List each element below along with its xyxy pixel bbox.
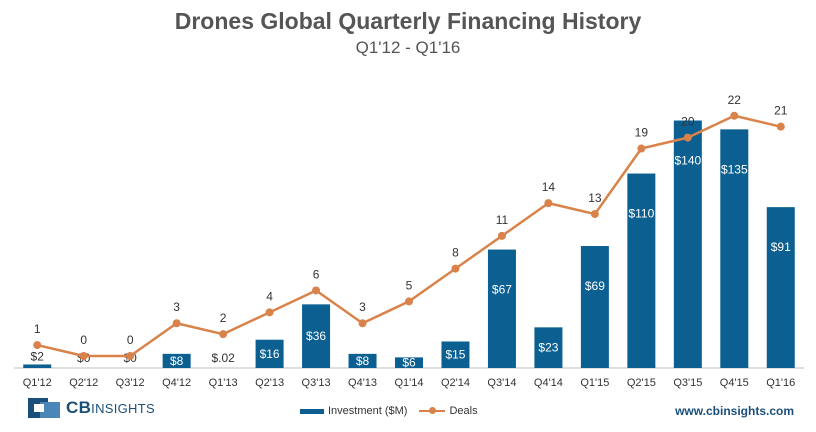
bar-value-label: $91 xyxy=(771,240,791,254)
bar-investment xyxy=(441,341,470,368)
deals-value-label: 0 xyxy=(80,333,87,347)
deals-point xyxy=(590,210,599,219)
bar-investment xyxy=(23,364,52,368)
deals-value-label: 4 xyxy=(266,289,273,303)
bar-investment xyxy=(395,357,423,368)
deals-value-label: 8 xyxy=(452,246,459,260)
bar-value-label: $6 xyxy=(402,356,416,370)
bar-investment xyxy=(162,353,191,368)
bar-value-label: $69 xyxy=(585,279,605,293)
legend-bar-swatch xyxy=(300,408,324,414)
x-tick-label: Q1'14 xyxy=(394,377,423,389)
deals-point xyxy=(776,122,785,131)
x-tick-label: Q1'15 xyxy=(580,377,609,389)
cb-insights-logo: CBINSIGHTS xyxy=(28,396,155,420)
x-tick-label: Q4'14 xyxy=(534,377,563,389)
deals-point xyxy=(637,144,646,153)
deals-value-label: 6 xyxy=(313,267,320,281)
deals-value-label: 13 xyxy=(588,191,602,205)
legend-item-deals: Deals xyxy=(419,405,478,417)
bar-value-label: $23 xyxy=(538,341,558,355)
deals-value-label: 2 xyxy=(220,311,227,325)
x-tick-label: Q1'16 xyxy=(766,377,795,389)
bar-value-label: $135 xyxy=(721,162,748,176)
deals-value-label: 0 xyxy=(127,333,134,347)
bar-value-label: $.02 xyxy=(211,351,235,365)
logo-cb-text: CB xyxy=(66,398,92,417)
deals-point xyxy=(219,330,228,339)
chart-subtitle: Q1'12 - Q1'16 xyxy=(355,38,461,57)
bar-investment xyxy=(766,207,795,368)
bar-value-label: $36 xyxy=(306,329,326,343)
bar-value-label: $140 xyxy=(674,154,701,168)
x-tick-label: Q2'12 xyxy=(69,377,98,389)
deals-value-label: 14 xyxy=(542,180,556,194)
deals-point xyxy=(33,341,42,350)
x-tick-label: Q1'13 xyxy=(209,377,238,389)
bar-investment xyxy=(720,129,749,368)
bar-value-label: $2 xyxy=(31,349,45,363)
deals-value-label: 5 xyxy=(406,278,413,292)
deals-point xyxy=(451,264,460,273)
x-tick-label: Q4'15 xyxy=(720,377,749,389)
deals-point xyxy=(172,319,181,328)
deals-point xyxy=(358,319,367,328)
deals-line xyxy=(36,114,782,358)
legend-deals-label: Deals xyxy=(449,405,478,417)
legend-item-investment: Investment ($M) xyxy=(300,405,407,417)
deals-value-label: 11 xyxy=(496,213,509,227)
deals-point xyxy=(683,133,692,142)
deals-point xyxy=(265,308,274,317)
bar-value-label: $8 xyxy=(170,354,184,368)
deals-value-label: 1 xyxy=(34,322,41,336)
x-tick-label: Q2'14 xyxy=(441,377,470,389)
deals-point xyxy=(497,231,506,240)
x-tick-label: Q4'13 xyxy=(348,377,377,389)
bar-investment xyxy=(627,173,656,368)
bar-investment xyxy=(487,249,516,368)
deals-value-label: 3 xyxy=(173,300,180,314)
deals-value-label: 21 xyxy=(774,104,788,118)
x-tick-label: Q2'15 xyxy=(627,377,656,389)
logo-insights-text: INSIGHTS xyxy=(91,401,155,416)
chart-title: Drones Global Quarterly Financing Histor… xyxy=(174,8,642,34)
deals-point xyxy=(544,199,553,208)
legend-investment-label: Investment ($M) xyxy=(328,405,408,417)
bar-investment xyxy=(673,120,702,368)
deals-point xyxy=(79,352,88,360)
deals-point xyxy=(730,111,739,120)
legend: Investment ($M) Deals xyxy=(300,405,478,417)
logo-wordmark: CBINSIGHTS xyxy=(66,398,155,418)
deals-point xyxy=(126,352,135,360)
source-url: www.cbinsights.com xyxy=(675,404,794,418)
x-tick-label: Q3'15 xyxy=(673,377,702,389)
deals-point xyxy=(312,286,321,295)
x-tick-label: Q1'12 xyxy=(23,377,52,389)
cb-logo-icon xyxy=(28,398,60,418)
bar-investment xyxy=(348,353,377,368)
deals-value-label: 20 xyxy=(681,115,695,129)
x-tick-label: Q2'13 xyxy=(255,377,284,389)
bar-value-label: $16 xyxy=(260,347,280,361)
deals-point xyxy=(405,297,413,306)
bar-value-label: $110 xyxy=(628,207,654,221)
bar-value-label: $15 xyxy=(445,348,465,362)
x-tick-label: Q3'14 xyxy=(487,377,516,389)
bar-investment xyxy=(580,246,609,368)
deals-value-label: 19 xyxy=(635,126,649,140)
deals-value-label: 22 xyxy=(728,93,742,107)
deals-value-label: 3 xyxy=(359,300,366,314)
x-tick-label: Q4'12 xyxy=(162,377,191,389)
legend-line-swatch xyxy=(419,407,446,415)
bar-value-label: $67 xyxy=(492,283,512,297)
bar-value-label: $8 xyxy=(356,354,370,368)
bar-investment xyxy=(302,304,331,368)
x-tick-label: Q3'12 xyxy=(116,377,145,389)
bar-investment xyxy=(534,327,563,368)
bar-investment xyxy=(255,339,284,368)
x-tick-label: Q3'13 xyxy=(302,377,331,389)
